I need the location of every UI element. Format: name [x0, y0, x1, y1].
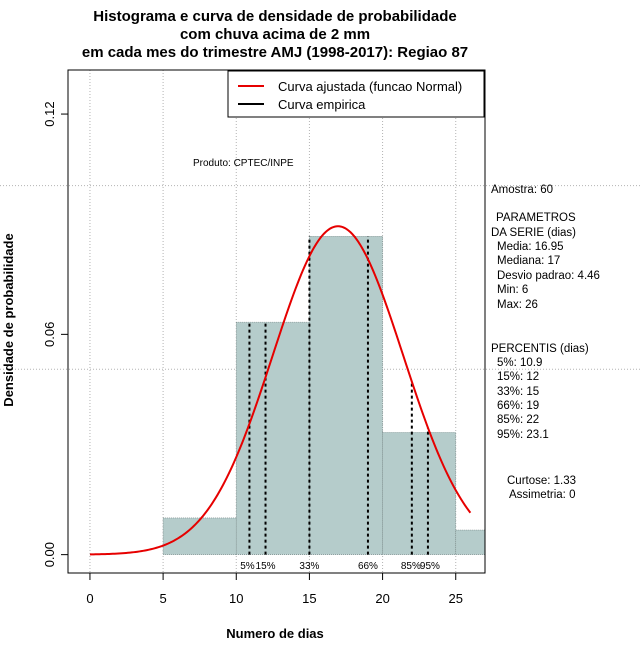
histogram-bar	[382, 432, 457, 555]
side-panel-text: PERCENTIS (dias)	[491, 343, 589, 355]
plot-frame	[67, 69, 486, 574]
percentile-label: 66%	[358, 561, 378, 572]
produto-text: Produto: CPTEC/INPE	[193, 158, 294, 169]
y-tick-label: 0.12	[42, 101, 57, 126]
x-tick-label: 20	[375, 591, 389, 606]
side-panel-text: 95%: 23.1	[497, 429, 549, 441]
side-panel-text: Curtose: 1.33	[507, 475, 576, 487]
histogram-bar	[162, 517, 237, 555]
side-panel-text: Desvio padrao: 4.46	[497, 270, 600, 282]
chart-title-line: Histograma e curva de densidade de proba…	[93, 8, 456, 25]
percentile-label: 5%	[240, 561, 255, 572]
side-panel-text: PARAMETROS	[496, 212, 576, 224]
side-panel-text: Mediana: 17	[497, 255, 560, 267]
legend-label: Curva ajustada (funcao Normal)	[278, 79, 462, 94]
side-panel-text: 5%: 10.9	[497, 357, 542, 369]
histogram-bar	[455, 529, 486, 555]
percentile-label: 33%	[299, 561, 319, 572]
side-panel-text: 15%: 12	[497, 371, 539, 383]
side-panel-text: 66%: 19	[497, 400, 539, 412]
x-tick-label: 10	[229, 591, 243, 606]
side-panel-text: Assimetria: 0	[509, 489, 575, 501]
side-panel-text: Media: 16.95	[497, 241, 564, 253]
side-panel-text: Max: 26	[497, 299, 538, 311]
x-tick-label: 15	[302, 591, 316, 606]
legend-label: Curva empirica	[278, 97, 366, 112]
percentile-label: 15%	[256, 561, 276, 572]
side-panel-text: 85%: 22	[497, 414, 539, 426]
legend-box	[227, 70, 485, 118]
x-tick-label: 0	[86, 591, 93, 606]
side-panel-text: Min: 6	[497, 284, 528, 296]
side-panel-text: 33%: 15	[497, 386, 539, 398]
y-tick-label: 0.00	[42, 542, 57, 567]
x-tick-label: 5	[159, 591, 166, 606]
y-tick-label: 0.06	[42, 322, 57, 347]
y-axis-title: Densidade de probabilidade	[1, 233, 16, 406]
percentile-label: 85%	[401, 561, 421, 572]
side-panel-text: DA SERIE (dias)	[491, 227, 576, 239]
side-panel-text: Amostra: 60	[491, 184, 553, 196]
normal-fit-curve	[89, 225, 472, 556]
histogram-bar	[309, 236, 383, 555]
percentile-label: 95%	[420, 561, 440, 572]
chart-title-line: com chuva acima de 2 mm	[180, 26, 370, 43]
chart-title-line: em cada mes do trimestre AMJ (1998-2017)…	[82, 44, 468, 61]
x-axis-title: Numero de dias	[226, 626, 324, 641]
x-tick-label: 25	[449, 591, 463, 606]
